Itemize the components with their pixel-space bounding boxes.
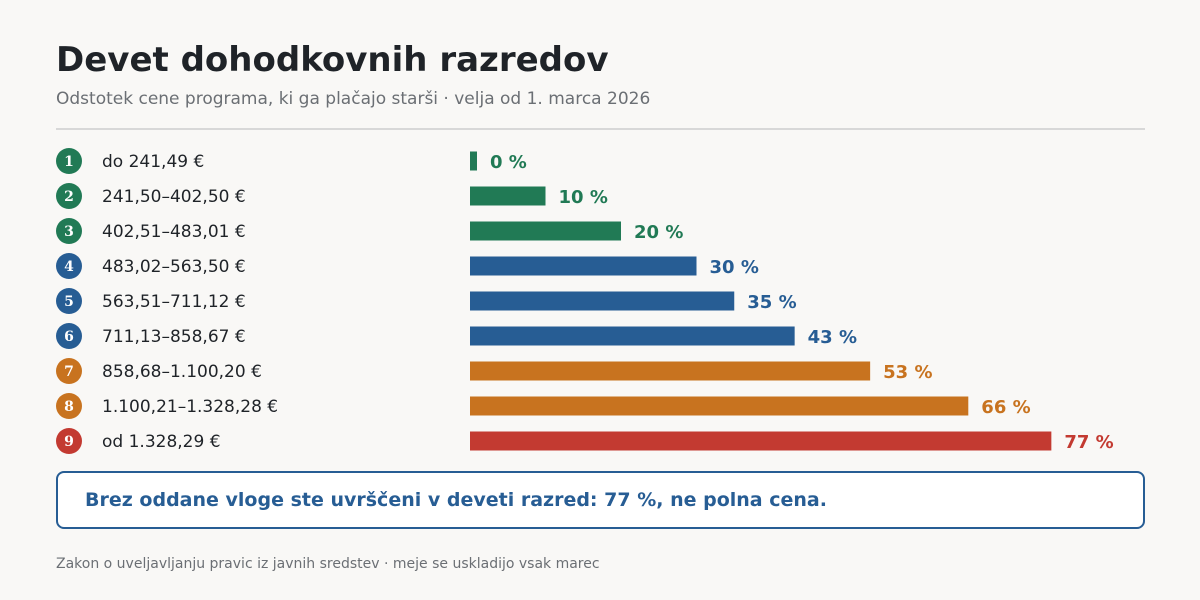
value-label: 0 % (490, 152, 527, 173)
class-badge (56, 428, 82, 454)
footer-note: Zakon o uveljavljanju pravic iz javnih s… (56, 556, 600, 572)
value-label: 35 % (747, 292, 796, 313)
value-label: 66 % (981, 397, 1030, 418)
category-label: 563,51–711,12 € (102, 292, 246, 312)
bar-row: 3 402,51–483,01 € 20 % (56, 218, 683, 244)
category-label: 1.100,21–1.328,28 € (102, 397, 278, 417)
bar (470, 291, 735, 311)
category-label: 483,02–563,50 € (102, 257, 246, 277)
class-badge (56, 288, 82, 314)
class-badge-number: 1 (64, 154, 74, 170)
bar (470, 151, 477, 171)
bar-row: 6 711,13–858,67 € 43 % (56, 323, 857, 349)
page-subtitle: Odstotek cene programa, ki ga plačajo st… (56, 89, 651, 109)
bar-row: 5 563,51–711,12 € 35 % (56, 288, 797, 314)
value-label: 20 % (634, 222, 683, 243)
bar-row: 2 241,50–402,50 € 10 % (56, 183, 608, 209)
income-class-bar-chart: 1 do 241,49 € 0 % 2 241,50–402,50 € 10 % 3 402,… (56, 148, 1114, 454)
category-label: 402,51–483,01 € (102, 222, 246, 242)
value-label: 30 % (710, 257, 759, 278)
class-badge-number: 9 (64, 434, 74, 450)
bar (470, 221, 621, 241)
bar (470, 361, 871, 381)
class-badge-number: 6 (64, 329, 74, 345)
value-label: 77 % (1064, 432, 1113, 453)
value-label: 43 % (808, 327, 857, 348)
class-badge (56, 148, 82, 174)
bar-row: 1 do 241,49 € 0 % (56, 148, 527, 174)
category-label: od 1.328,29 € (102, 432, 221, 452)
bar-row: 9 od 1.328,29 € 77 % (56, 428, 1114, 454)
callout-text: Brez oddane vloge ste uvrščeni v deveti … (85, 489, 827, 511)
class-badge (56, 218, 82, 244)
class-badge-number: 3 (64, 224, 74, 240)
bar-row: 4 483,02–563,50 € 30 % (56, 253, 759, 279)
class-badge-number: 5 (64, 294, 74, 310)
page-title: Devet dohodkovnih razredov (56, 40, 609, 80)
class-badge-number: 4 (64, 259, 74, 275)
class-badge (56, 393, 82, 419)
bar (470, 326, 795, 346)
bar-row: 8 1.100,21–1.328,28 € 66 % (56, 393, 1031, 419)
divider (56, 128, 1145, 130)
class-badge (56, 253, 82, 279)
class-badge-number: 7 (64, 364, 74, 380)
value-label: 10 % (559, 187, 608, 208)
category-label: 858,68–1.100,20 € (102, 362, 262, 382)
bar (470, 396, 969, 416)
category-label: 711,13–858,67 € (102, 327, 246, 347)
class-badge (56, 358, 82, 384)
category-label: 241,50–402,50 € (102, 187, 246, 207)
callout-box: Brez oddane vloge ste uvrščeni v deveti … (56, 471, 1145, 529)
class-badge (56, 323, 82, 349)
bar (470, 256, 697, 276)
bar-row: 7 858,68–1.100,20 € 53 % (56, 358, 933, 384)
bar (470, 431, 1052, 451)
class-badge (56, 183, 82, 209)
category-label: do 241,49 € (102, 152, 204, 172)
value-label: 53 % (883, 362, 932, 383)
class-badge-number: 2 (64, 189, 74, 205)
bar (470, 186, 546, 206)
class-badge-number: 8 (64, 399, 74, 415)
